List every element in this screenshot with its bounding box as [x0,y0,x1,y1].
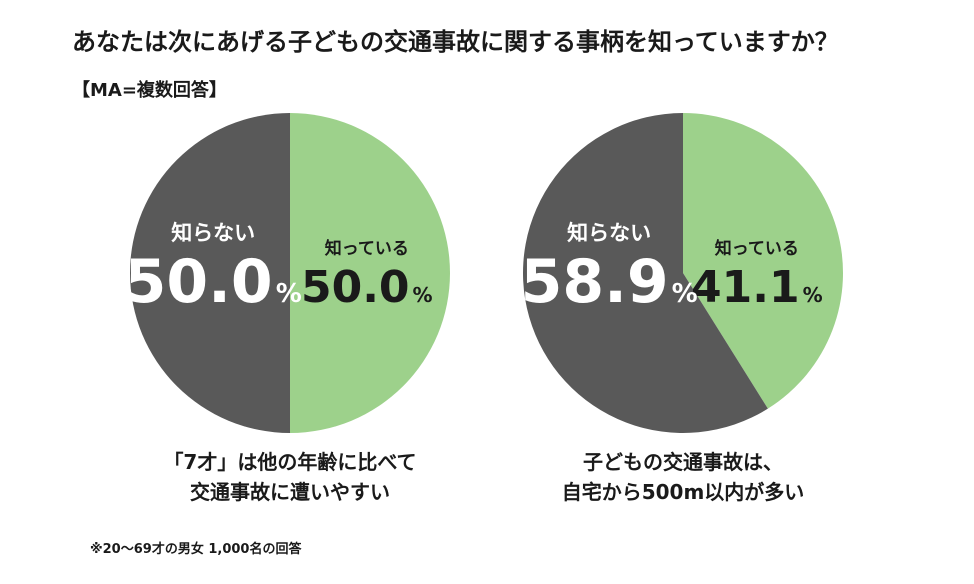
value-number: 50.0 [125,247,273,317]
caption: 自宅から500m以内が多い [562,480,805,504]
value-number: 50.0 [301,262,410,313]
pie-slice [290,113,450,433]
subtitle: 【MA=複数回答】 [72,79,227,101]
value-unit: % [672,279,698,309]
slice-label: 知らない [567,221,651,245]
value-number: 58.9 [521,247,669,317]
caption: 子どもの交通事故は、 [583,450,783,474]
value-unit: % [276,279,302,309]
value-label: 50.0% [125,247,302,317]
slice-label: 知らない [171,221,255,245]
pie-slice [130,113,290,433]
value-number: 41.1 [691,262,800,313]
value-label: 41.1% [691,262,823,313]
value-label: 58.9% [521,247,698,317]
value-unit: % [803,283,823,307]
pie-slice [523,113,768,433]
slice-label: 知っている [324,238,409,259]
caption: 「7才」は他の年齢に比べて [163,450,416,474]
pie-slice [683,113,844,409]
slice-label: 知っている [714,238,799,259]
note: ※20～69才の男女 1,000名の回答 [90,541,302,557]
title: あなたは次にあげる子どもの交通事故に関する事柄を知っていますか？ [72,28,839,56]
value-unit: % [413,283,433,307]
caption: 交通事故に遭いやすい [190,480,390,504]
value-label: 50.0% [301,262,433,313]
